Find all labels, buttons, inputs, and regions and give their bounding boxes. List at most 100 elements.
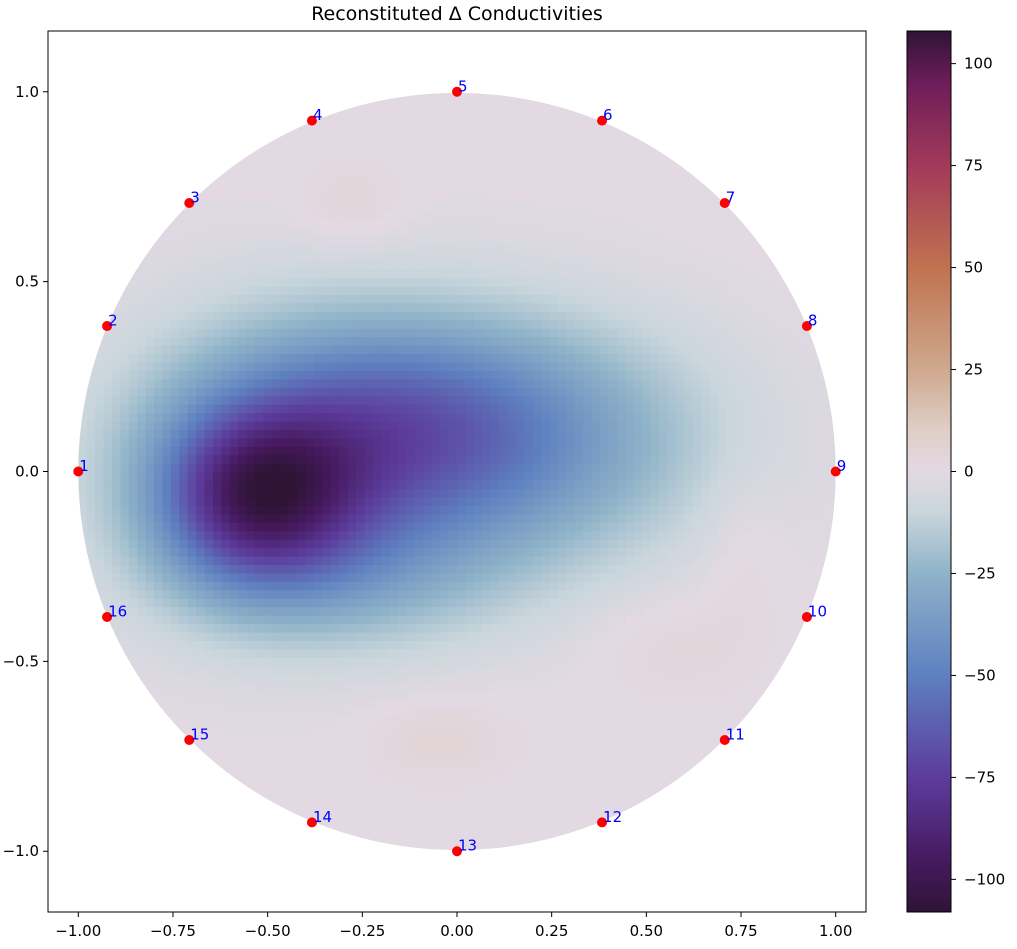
field-cell — [146, 353, 155, 362]
field-cell — [752, 421, 761, 430]
field-cell — [440, 311, 449, 320]
field-cell — [196, 294, 205, 303]
field-cell — [331, 429, 340, 438]
field-cell — [608, 607, 617, 616]
field-cell — [398, 725, 407, 734]
field-cell — [331, 320, 340, 329]
field-cell — [398, 387, 407, 396]
field-cell — [693, 522, 702, 531]
field-cell — [104, 455, 113, 464]
field-cell — [465, 640, 474, 649]
field-cell — [659, 472, 668, 481]
field-cell — [289, 564, 298, 573]
field-cell — [743, 480, 752, 489]
field-cell — [95, 556, 104, 565]
field-cell — [709, 455, 718, 464]
field-cell — [516, 657, 525, 666]
field-cell — [827, 488, 836, 497]
field-cell — [348, 708, 357, 717]
field-cell — [407, 370, 416, 379]
field-cell — [188, 623, 197, 632]
field-cell — [440, 345, 449, 354]
field-cell — [356, 277, 365, 286]
field-cell — [179, 261, 188, 270]
field-cell — [415, 497, 424, 506]
field-cell — [263, 201, 272, 210]
field-cell — [322, 362, 331, 371]
field-cell — [348, 218, 357, 227]
field-cell — [179, 564, 188, 573]
field-cell — [449, 767, 458, 776]
field-cell — [693, 674, 702, 683]
field-cell — [827, 370, 836, 379]
field-cell — [541, 455, 550, 464]
field-cell — [146, 623, 155, 632]
field-cell — [364, 396, 373, 405]
field-cell — [171, 522, 180, 531]
field-cell — [364, 328, 373, 337]
field-cell — [634, 564, 643, 573]
field-cell — [760, 497, 769, 506]
field-cell — [196, 303, 205, 312]
field-cell — [322, 328, 331, 337]
field-cell — [230, 497, 239, 506]
field-cell — [432, 336, 441, 345]
field-cell — [171, 607, 180, 616]
field-cell — [449, 218, 458, 227]
field-cell — [558, 598, 567, 607]
field-cell — [356, 531, 365, 540]
field-cell — [516, 598, 525, 607]
field-cell — [440, 261, 449, 270]
field-cell — [331, 598, 340, 607]
field-cell — [491, 733, 500, 742]
field-cell — [415, 379, 424, 388]
field-cell — [684, 640, 693, 649]
field-cell — [390, 767, 399, 776]
field-cell — [373, 362, 382, 371]
field-cell — [550, 269, 559, 278]
field-cell — [390, 674, 399, 683]
field-cell — [154, 404, 163, 413]
field-cell — [120, 505, 129, 514]
field-cell — [533, 590, 542, 599]
field-cell — [449, 708, 458, 717]
field-cell — [255, 286, 264, 295]
field-cell — [331, 564, 340, 573]
field-cell — [600, 623, 609, 632]
field-cell — [550, 218, 559, 227]
field-cell — [524, 396, 533, 405]
field-cell — [449, 303, 458, 312]
field-cell — [743, 336, 752, 345]
field-cell — [255, 235, 264, 244]
field-cell — [415, 362, 424, 371]
field-cell — [137, 446, 146, 455]
field-cell — [146, 564, 155, 573]
field-cell — [760, 294, 769, 303]
field-cell — [651, 632, 660, 641]
field-cell — [390, 286, 399, 295]
field-cell — [213, 201, 222, 210]
field-cell — [440, 472, 449, 481]
field-cell — [263, 708, 272, 717]
field-cell — [306, 674, 315, 683]
field-cell — [78, 547, 87, 556]
field-cell — [617, 590, 626, 599]
field-cell — [432, 674, 441, 683]
field-cell — [289, 328, 298, 337]
field-cell — [263, 320, 272, 329]
field-cell — [440, 522, 449, 531]
field-cell — [465, 556, 474, 565]
field-cell — [213, 438, 222, 447]
field-cell — [381, 193, 390, 202]
field-cell — [684, 320, 693, 329]
field-cell — [617, 261, 626, 270]
field-cell — [449, 472, 458, 481]
field-cell — [297, 421, 306, 430]
field-cell — [465, 497, 474, 506]
field-cell — [524, 379, 533, 388]
field-cell — [247, 505, 256, 514]
field-cell — [440, 320, 449, 329]
field-cell — [482, 505, 491, 514]
field-cell — [583, 590, 592, 599]
field-cell — [608, 269, 617, 278]
